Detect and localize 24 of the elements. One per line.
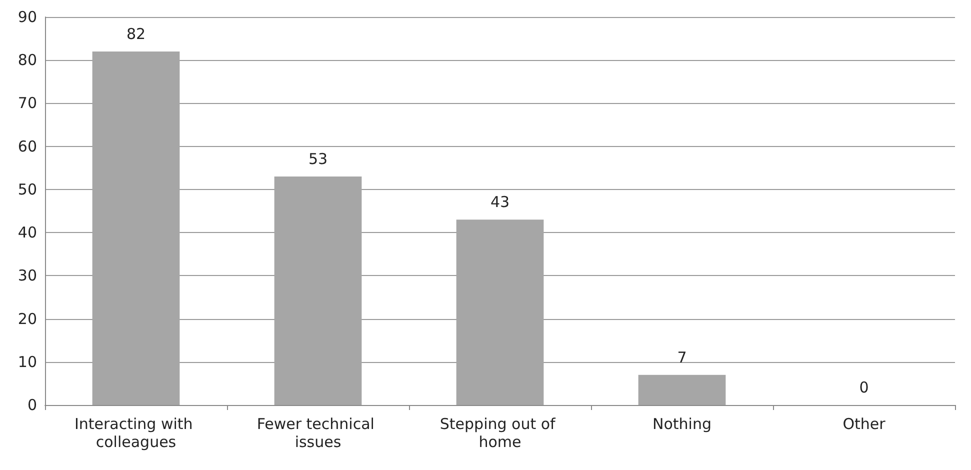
y-tick-label: 40 [18, 224, 37, 242]
x-tick-label: Fewer technical issues [256, 415, 380, 451]
x-tick-label: Interacting with colleagues [74, 415, 198, 451]
bar [456, 220, 544, 405]
bar [92, 51, 180, 405]
y-tick-label: 80 [18, 51, 37, 70]
x-tick-label: Stepping out of home [440, 415, 560, 451]
data-label: 82 [126, 24, 146, 43]
data-label: 0 [859, 378, 869, 396]
y-tick-label: 10 [18, 352, 37, 371]
y-tick-label: 60 [18, 137, 37, 156]
y-tick-label: 90 [18, 8, 37, 26]
data-label: 43 [490, 193, 510, 212]
bar [638, 374, 726, 405]
y-tick-label: 50 [18, 180, 37, 198]
bar [274, 176, 362, 405]
data-label: 53 [308, 150, 328, 168]
y-tick-label: 70 [18, 94, 37, 112]
x-tick-label: Nothing [652, 415, 712, 433]
y-tick-label: 30 [18, 266, 37, 285]
x-tick-label: Other [842, 415, 886, 433]
y-tick-label: 0 [27, 396, 37, 414]
data-label: 7 [677, 348, 687, 366]
y-tick-label: 20 [18, 310, 37, 328]
